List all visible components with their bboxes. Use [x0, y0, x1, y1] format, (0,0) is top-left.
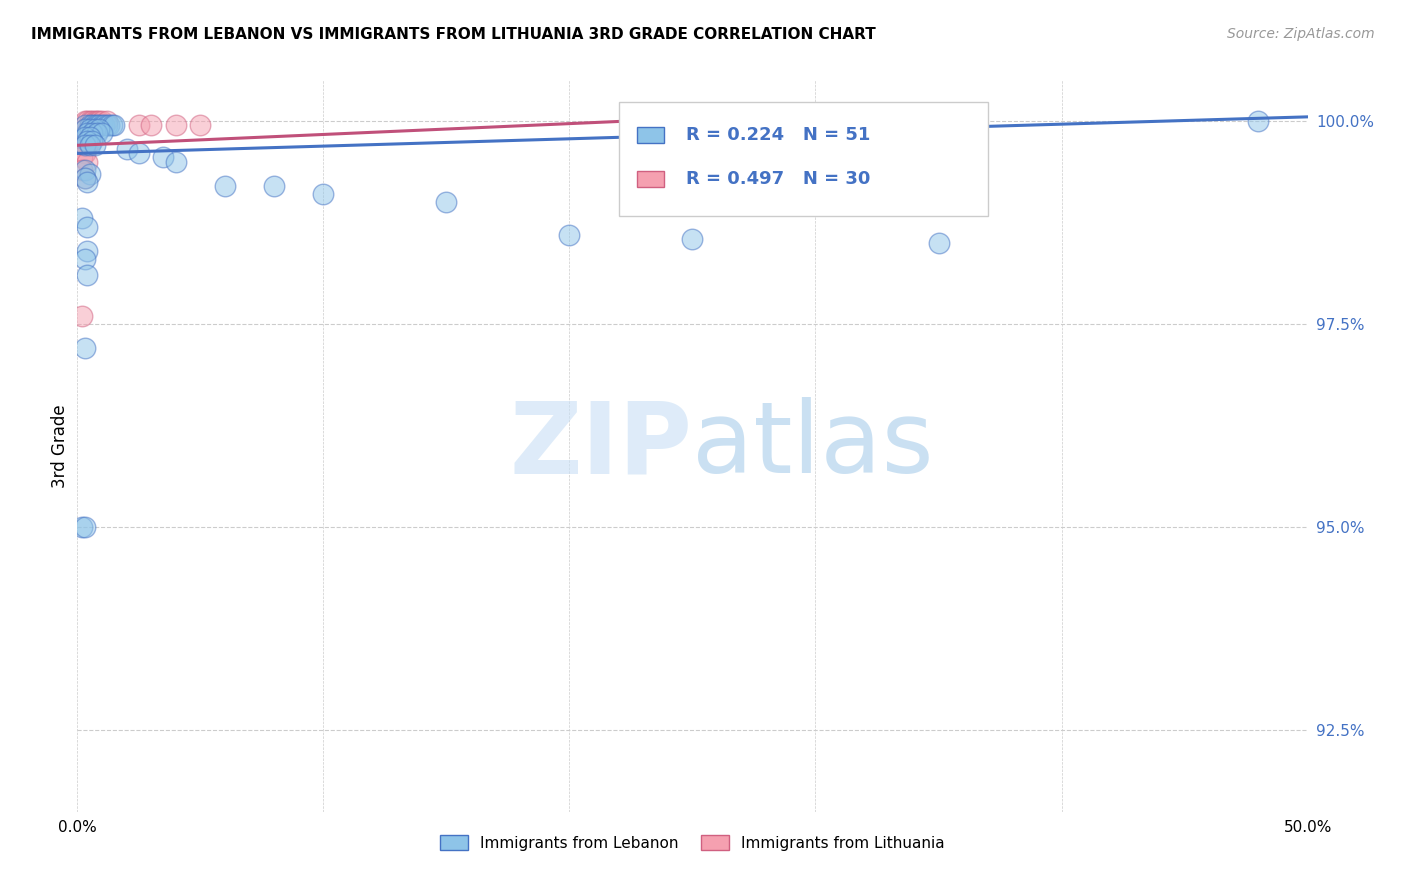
Point [89, 114, 111, 128]
Point [82, 114, 104, 128]
Point [73, 170, 96, 185]
Point [73, 162, 96, 177]
Point [76, 130, 98, 145]
Text: ZIP: ZIP [509, 398, 693, 494]
Point [83, 138, 105, 153]
Legend: Immigrants from Lebanon, Immigrants from Lithuania: Immigrants from Lebanon, Immigrants from… [434, 829, 950, 856]
Point [73, 118, 96, 132]
Point [73, 122, 96, 136]
Text: Source: ZipAtlas.com: Source: ZipAtlas.com [1227, 27, 1375, 41]
Point [76, 126, 98, 140]
Point [214, 178, 236, 193]
Point [90, 118, 114, 132]
Point [89, 122, 111, 136]
Point [79, 126, 101, 140]
Point [436, 195, 458, 210]
Text: atlas: atlas [693, 398, 934, 494]
Point [86, 118, 108, 132]
Point [128, 146, 150, 161]
Point [83, 118, 105, 132]
Point [79, 130, 101, 145]
Point [76, 175, 98, 189]
Point [82, 126, 104, 140]
Point [76, 138, 98, 153]
Point [79, 122, 101, 136]
Point [70, 520, 93, 534]
Point [79, 167, 101, 181]
Point [128, 118, 150, 132]
Point [70, 151, 93, 165]
Point [70, 211, 93, 226]
Point [70, 138, 93, 153]
Point [73, 342, 96, 356]
Point [73, 126, 96, 140]
Text: R = 0.224   N = 51: R = 0.224 N = 51 [686, 126, 870, 145]
Point [90, 114, 114, 128]
Point [79, 134, 101, 148]
Point [70, 309, 93, 323]
Point [76, 244, 98, 258]
Point [103, 118, 125, 132]
Point [90, 126, 114, 140]
Point [79, 122, 101, 136]
Point [82, 118, 104, 132]
Point [755, 118, 778, 132]
Point [70, 162, 93, 177]
Point [96, 118, 118, 132]
Point [86, 114, 108, 128]
FancyBboxPatch shape [637, 127, 664, 144]
Point [86, 126, 108, 140]
Point [73, 252, 96, 266]
Point [165, 118, 187, 132]
Point [73, 170, 96, 185]
Point [82, 134, 104, 148]
Point [73, 138, 96, 153]
Point [682, 232, 704, 246]
Point [73, 134, 96, 148]
Point [93, 118, 115, 132]
Point [96, 114, 118, 128]
Point [79, 118, 101, 132]
Point [83, 114, 105, 128]
Point [98, 118, 121, 132]
Point [76, 154, 98, 169]
Point [76, 268, 98, 283]
Y-axis label: 3rd Grade: 3rd Grade [51, 404, 69, 488]
Point [152, 151, 174, 165]
Point [70, 130, 93, 145]
Point [115, 142, 138, 156]
Point [165, 154, 187, 169]
Point [141, 118, 163, 132]
Point [73, 146, 96, 161]
Point [73, 114, 96, 128]
Point [101, 118, 124, 132]
Point [312, 187, 335, 202]
Point [188, 118, 212, 132]
Point [79, 138, 101, 153]
Point [79, 114, 101, 128]
Point [76, 134, 98, 148]
FancyBboxPatch shape [619, 103, 988, 216]
FancyBboxPatch shape [637, 171, 664, 187]
Point [928, 235, 950, 250]
Point [89, 118, 111, 132]
Text: IMMIGRANTS FROM LEBANON VS IMMIGRANTS FROM LITHUANIA 3RD GRADE CORRELATION CHART: IMMIGRANTS FROM LEBANON VS IMMIGRANTS FR… [31, 27, 876, 42]
Point [1247, 114, 1270, 128]
Point [76, 219, 98, 234]
Point [73, 122, 96, 136]
Point [83, 122, 105, 136]
Point [73, 520, 96, 534]
Point [73, 130, 96, 145]
Text: R = 0.497   N = 30: R = 0.497 N = 30 [686, 170, 870, 188]
Point [558, 227, 581, 242]
Point [263, 178, 285, 193]
Point [76, 114, 98, 128]
